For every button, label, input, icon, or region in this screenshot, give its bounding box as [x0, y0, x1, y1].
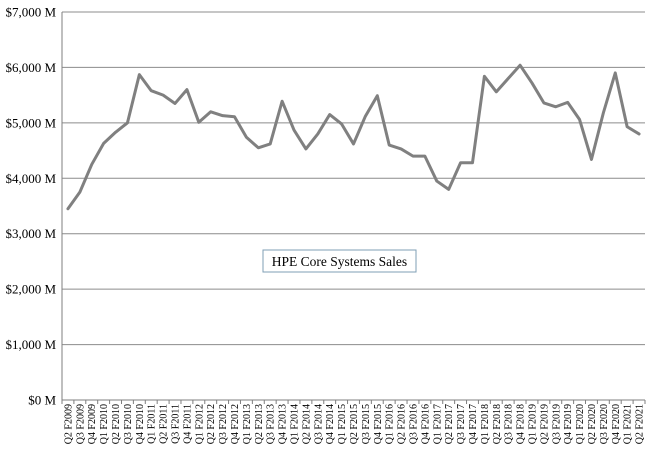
x-tick-label: Q4 F2018 — [516, 404, 527, 444]
x-tick-label: Q1 F2012 — [194, 404, 205, 444]
x-tick-label: Q4 F2019 — [563, 404, 574, 444]
x-tick-label: Q3 F2015 — [361, 404, 372, 444]
x-tick-label: Q1 F2010 — [99, 404, 110, 444]
x-tick-label: Q2 F2011 — [159, 404, 170, 444]
x-tick-label: Q4 F2009 — [87, 404, 98, 444]
x-tick-label: Q2 F2014 — [301, 404, 312, 444]
axes — [61, 11, 646, 404]
y-axis-tick-labels: $0 M $1,000 M $2,000 M $3,000 M $4,000 M $5,0… — [5, 5, 56, 408]
x-tick-label: Q2 F2016 — [397, 404, 408, 444]
series-line — [66, 63, 641, 211]
x-tick-label: Q4 F2016 — [420, 404, 431, 444]
x-tick-label: Q4 F2015 — [373, 404, 384, 444]
x-tick-label: Q4 F2020 — [611, 404, 622, 444]
x-tick-label: Q1 F2015 — [337, 404, 348, 444]
legend: HPE Core Systems Sales — [262, 249, 417, 273]
x-tick-label: Q2 F2013 — [254, 404, 265, 444]
x-tick-label: Q4 F2017 — [468, 404, 479, 444]
x-tick-label: Q1 F2016 — [385, 404, 396, 444]
x-tick-label: Q4 F2010 — [135, 404, 146, 444]
x-tick-label: Q3 F2017 — [456, 404, 467, 444]
series-layer — [66, 63, 641, 211]
y-tick-label: $7,000 M — [5, 5, 56, 20]
legend-label: HPE Core Systems Sales — [272, 254, 407, 269]
x-tick-label: Q3 F2018 — [504, 404, 515, 444]
x-tick-label: Q4 F2014 — [325, 404, 336, 444]
x-tick-label: Q3 F2013 — [266, 404, 277, 444]
x-tick-label: Q1 F2020 — [575, 404, 586, 444]
gridlines — [62, 11, 645, 346]
x-tick-label: Q4 F2012 — [230, 404, 241, 444]
x-tick-label: Q4 F2011 — [182, 404, 193, 444]
y-tick-label: $4,000 M — [5, 171, 56, 186]
x-tick-label: Q1 F2014 — [290, 404, 301, 444]
x-tick-label: Q2 F2012 — [206, 404, 217, 444]
x-tick-label: Q4 F2013 — [278, 404, 289, 444]
y-tick-label: $3,000 M — [5, 226, 56, 241]
x-tick-label: Q1 F2019 — [527, 404, 538, 444]
x-tick-label: Q2 F2009 — [63, 404, 74, 444]
x-tick-label: Q3 F2011 — [171, 404, 182, 444]
x-tick-label: Q3 F2016 — [408, 404, 419, 444]
x-tick-label: Q2 F2021 — [635, 404, 646, 444]
x-tick-label: Q1 F2017 — [432, 404, 443, 444]
x-tick-label: Q3 F2020 — [599, 404, 610, 444]
x-tick-label: Q3 F2010 — [123, 404, 134, 444]
x-tick-label: Q2 F2019 — [539, 404, 550, 444]
x-tick-label: Q3 F2019 — [551, 404, 562, 444]
x-tick-label: Q2 F2017 — [444, 404, 455, 444]
x-tick-label: Q1 F2013 — [242, 404, 253, 444]
y-tick-label: $6,000 M — [5, 60, 56, 75]
x-tick-label: Q1 F2018 — [480, 404, 491, 444]
x-tick-label: Q2 F2020 — [587, 404, 598, 444]
x-tick-label: Q2 F2015 — [349, 404, 360, 444]
y-tick-label: $2,000 M — [5, 282, 56, 297]
x-tick-label: Q1 F2021 — [623, 404, 634, 444]
x-axis-tick-labels: Q2 F2009 Q3 F2009 Q4 F2009 Q1 F2010 Q2 F2010… — [63, 404, 645, 444]
x-tick-label: Q2 F2018 — [492, 404, 503, 444]
x-tick-label: Q3 F2012 — [218, 404, 229, 444]
y-tick-label: $1,000 M — [5, 337, 56, 352]
x-tick-label: Q3 F2014 — [313, 404, 324, 444]
x-tick-label: Q1 F2011 — [147, 404, 158, 444]
legend-box — [262, 249, 417, 273]
x-tick-label: Q2 F2010 — [111, 404, 122, 444]
y-tick-label: $5,000 M — [5, 115, 56, 130]
x-tick-label: Q3 F2009 — [75, 404, 86, 444]
y-tick-label: $0 M — [28, 393, 56, 408]
